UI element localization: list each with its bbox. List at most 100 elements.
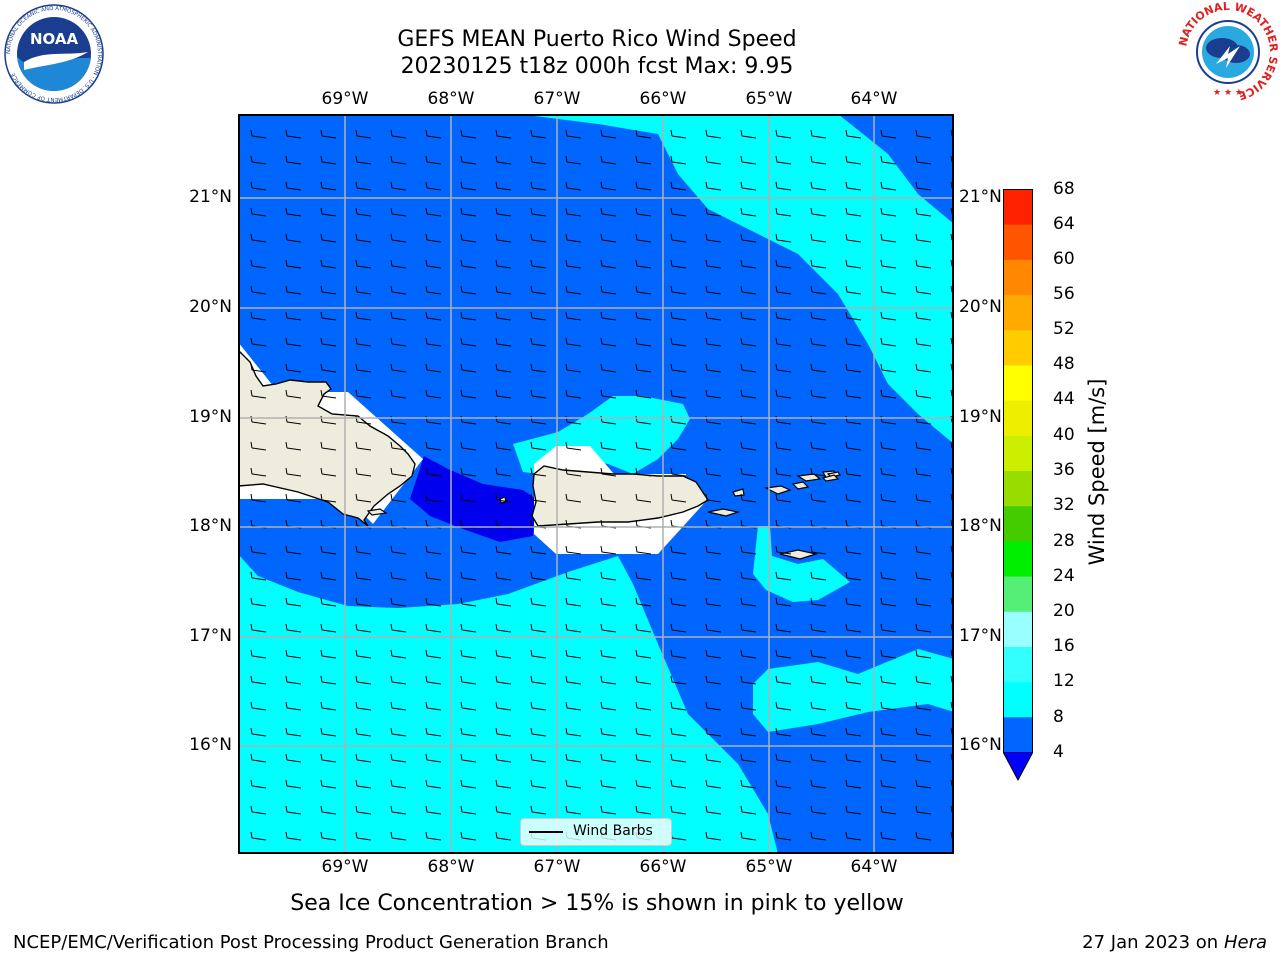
colorbar-tick-label: 4 — [1053, 742, 1064, 762]
wind-barb — [425, 571, 442, 581]
wind-barb — [915, 129, 932, 139]
wind-barb — [285, 415, 302, 425]
wind-barb — [530, 233, 547, 243]
wind-barb — [635, 571, 652, 581]
wind-barb — [355, 753, 372, 763]
wind-barb — [320, 831, 337, 841]
wind-barb — [810, 623, 827, 633]
wind-barb — [390, 311, 407, 321]
wind-barb — [810, 285, 827, 295]
colorbar-segment — [1003, 540, 1033, 577]
wind-barb — [355, 675, 372, 685]
wind-barb — [530, 337, 547, 347]
wind-barb — [915, 337, 932, 347]
wind-barb — [705, 831, 722, 841]
wind-barb — [250, 233, 267, 243]
wind-barb — [425, 727, 442, 737]
wind-barb — [915, 259, 932, 269]
wind-barb — [495, 623, 512, 633]
wind-barb — [915, 415, 932, 425]
wind-barb — [670, 441, 687, 451]
wind-barb — [810, 545, 827, 555]
lon-label-top: 67°W — [533, 89, 581, 109]
wind-barb — [460, 389, 477, 399]
wind-barb — [845, 441, 862, 451]
wind-barb — [670, 129, 687, 139]
wind-barb — [670, 415, 687, 425]
wind-barb — [880, 753, 897, 763]
wind-barb — [285, 753, 302, 763]
wind-barb — [635, 233, 652, 243]
wind-barb — [460, 493, 477, 503]
wind-barb — [845, 571, 862, 581]
wind-barb — [285, 233, 302, 243]
wind-barb — [390, 363, 407, 373]
wind-barb — [600, 493, 617, 503]
wind-barb — [880, 649, 897, 659]
wind-barb — [565, 805, 582, 815]
wind-barb — [390, 181, 407, 191]
colorbar-segment — [1003, 681, 1033, 718]
lon-label-bottom: 67°W — [533, 857, 581, 877]
wind-barb — [425, 311, 442, 321]
wind-barb — [915, 597, 932, 607]
wind-barb — [250, 259, 267, 269]
wind-barb — [705, 363, 722, 373]
wind-barb — [460, 363, 477, 373]
wind-barb — [740, 753, 757, 763]
colorbar-extend-arrow — [1003, 752, 1033, 782]
wind-barb — [740, 155, 757, 165]
wind-barb — [390, 155, 407, 165]
wind-barb — [495, 389, 512, 399]
st-thomas-island — [763, 485, 792, 495]
wind-barb — [250, 129, 267, 139]
wind-barb — [320, 155, 337, 165]
wind-barb — [250, 285, 267, 295]
lon-label-bottom: 69°W — [321, 857, 369, 877]
wind-barb — [425, 753, 442, 763]
wind-barb — [880, 129, 897, 139]
wind-barb — [635, 259, 652, 269]
wind-barb — [390, 701, 407, 711]
wind-barb — [565, 753, 582, 763]
wind-barb — [950, 831, 954, 839]
wind-barb — [775, 467, 792, 477]
wind-barb — [460, 155, 477, 165]
wind-barb — [880, 363, 897, 373]
wind-barb — [425, 597, 442, 607]
wind-barb — [740, 597, 757, 607]
wind-barb — [250, 545, 267, 555]
wind-barb — [880, 389, 897, 399]
wind-barb — [600, 675, 617, 685]
wind-barb — [915, 389, 932, 399]
wind-barb — [670, 181, 687, 191]
wind-barb — [810, 779, 827, 789]
wind-barb — [670, 467, 687, 477]
wind-barb — [425, 181, 442, 191]
wind-barb — [950, 571, 954, 579]
wind-barb — [950, 701, 954, 709]
wind-barb — [355, 233, 372, 243]
wind-barb — [880, 493, 897, 503]
map-frame — [238, 114, 954, 854]
wind-barb — [600, 649, 617, 659]
wind-barb — [565, 441, 582, 451]
wind-barb — [950, 415, 954, 423]
wind-barb — [565, 389, 582, 399]
wind-barb — [775, 727, 792, 737]
lat-label-right: 17°N — [959, 626, 1002, 646]
wind-barb — [320, 597, 337, 607]
wind-barb — [285, 181, 302, 191]
wind-barbs-legend: Wind Barbs — [520, 818, 672, 846]
wind-barb — [705, 415, 722, 425]
wind-barb — [425, 363, 442, 373]
wind-barb — [950, 337, 954, 345]
wind-barb — [845, 181, 862, 191]
wind-barb — [845, 285, 862, 295]
wind-barb — [670, 233, 687, 243]
wind-barb — [460, 727, 477, 737]
wind-barb — [530, 415, 547, 425]
wind-barb — [950, 389, 954, 397]
wind-barb — [705, 727, 722, 737]
wind-barb — [950, 597, 954, 605]
